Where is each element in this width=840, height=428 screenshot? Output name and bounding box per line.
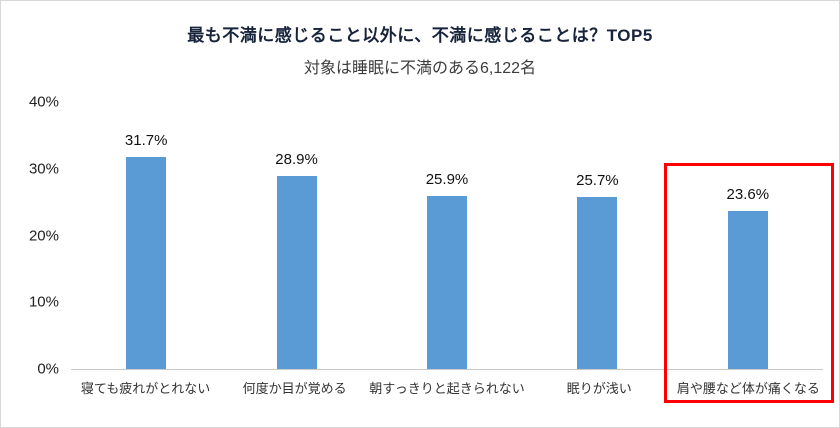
x-category-label: 眠りが浅い <box>566 381 632 396</box>
bar-slot: 25.7% <box>522 102 672 369</box>
bar-value-label: 28.9% <box>275 151 318 169</box>
chart-subtitle: 対象は睡眠に不満のある6,122名 <box>303 60 537 77</box>
bar-value-label: 23.6% <box>726 186 770 204</box>
x-category-label: 朝すっきりと起きられない <box>369 381 525 396</box>
bar <box>727 211 768 369</box>
chart-body: 0% 10% 20% 30% 40% 31.7% 28.9% 25.9% 25.7% 23.6% … <box>29 94 834 403</box>
x-category-label: 何度か目が覚める <box>242 381 347 396</box>
bar <box>126 157 167 369</box>
x-category-label: 肩や腰など体が痛くなる <box>676 381 820 396</box>
y-tick-label: 40% <box>28 93 59 111</box>
x-category-label: 寝ても疲れがとれない <box>80 381 211 396</box>
bar-slot: 25.9% <box>372 102 522 369</box>
y-tick-label: 0% <box>37 360 59 378</box>
bar <box>577 197 618 369</box>
bar-value-label: 25.9% <box>425 171 469 189</box>
y-tick-label: 20% <box>28 227 59 244</box>
bar <box>276 176 317 369</box>
bar <box>426 196 467 369</box>
bar-slot: 31.7% <box>71 102 221 369</box>
bar-value-label: 31.7% <box>124 132 168 150</box>
y-tick-label: 30% <box>28 160 59 178</box>
plot-area: 0% 10% 20% 30% 40% 31.7% 28.9% 25.9% 25.7% 23.6% <box>29 94 823 378</box>
y-tick-label: 10% <box>28 293 59 311</box>
chart-title: 最も不満に感じること以外に、不満に感じることは？TOP5 <box>187 26 653 45</box>
bar-value-label: 25.7% <box>576 172 619 190</box>
x-axis-labels: 寝ても疲れがとれない 何度か目が覚める 朝すっきりと起きられない 眠りが浅い 肩や腰など… <box>71 370 823 397</box>
bar-slot: 23.6% <box>673 102 823 369</box>
bar-slot: 28.9% <box>221 102 371 369</box>
